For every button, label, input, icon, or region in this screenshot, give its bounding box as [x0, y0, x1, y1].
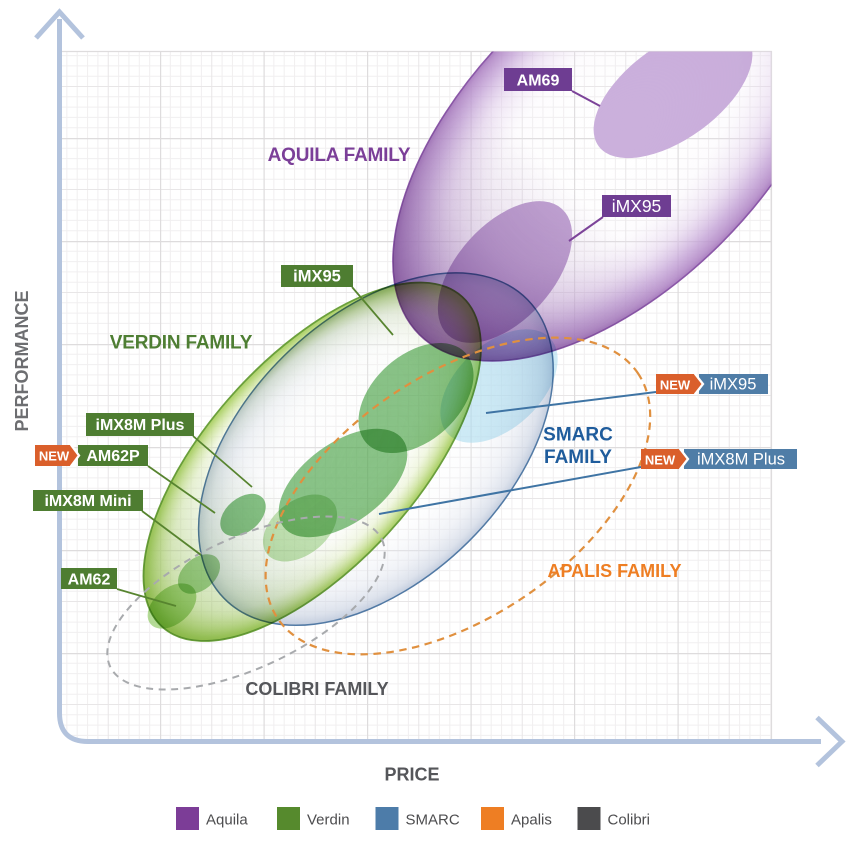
svg-text:Aquila: Aquila	[206, 812, 248, 829]
svg-text:Colibri: Colibri	[608, 812, 651, 829]
svg-text:iMX95: iMX95	[710, 376, 757, 394]
svg-text:Verdin: Verdin	[307, 812, 350, 829]
svg-text:iMX8M Plus: iMX8M Plus	[697, 451, 785, 469]
svg-text:SMARC: SMARC	[406, 812, 460, 829]
svg-text:NEW: NEW	[39, 449, 70, 464]
svg-text:PERFORMANCE: PERFORMANCE	[12, 290, 32, 431]
svg-text:iMX8M Mini: iMX8M Mini	[44, 493, 131, 510]
svg-text:Apalis: Apalis	[511, 812, 552, 829]
svg-text:PRICE: PRICE	[384, 765, 439, 785]
svg-text:AQUILA FAMILY: AQUILA FAMILY	[268, 145, 411, 166]
svg-text:SMARC: SMARC	[543, 425, 613, 446]
svg-text:NEW: NEW	[660, 377, 691, 392]
svg-text:AM69: AM69	[517, 73, 560, 90]
svg-text:FAMILY: FAMILY	[544, 447, 612, 468]
svg-text:COLIBRI FAMILY: COLIBRI FAMILY	[245, 679, 388, 699]
svg-text:iMX95: iMX95	[293, 268, 341, 286]
svg-text:NEW: NEW	[645, 452, 676, 467]
svg-text:AM62P: AM62P	[86, 448, 140, 465]
svg-text:APALIS FAMILY: APALIS FAMILY	[547, 561, 681, 581]
svg-text:iMX8M Plus: iMX8M Plus	[96, 417, 185, 434]
svg-text:VERDIN FAMILY: VERDIN FAMILY	[110, 333, 253, 354]
svg-text:iMX95: iMX95	[612, 196, 662, 216]
svg-text:AM62: AM62	[68, 572, 111, 589]
